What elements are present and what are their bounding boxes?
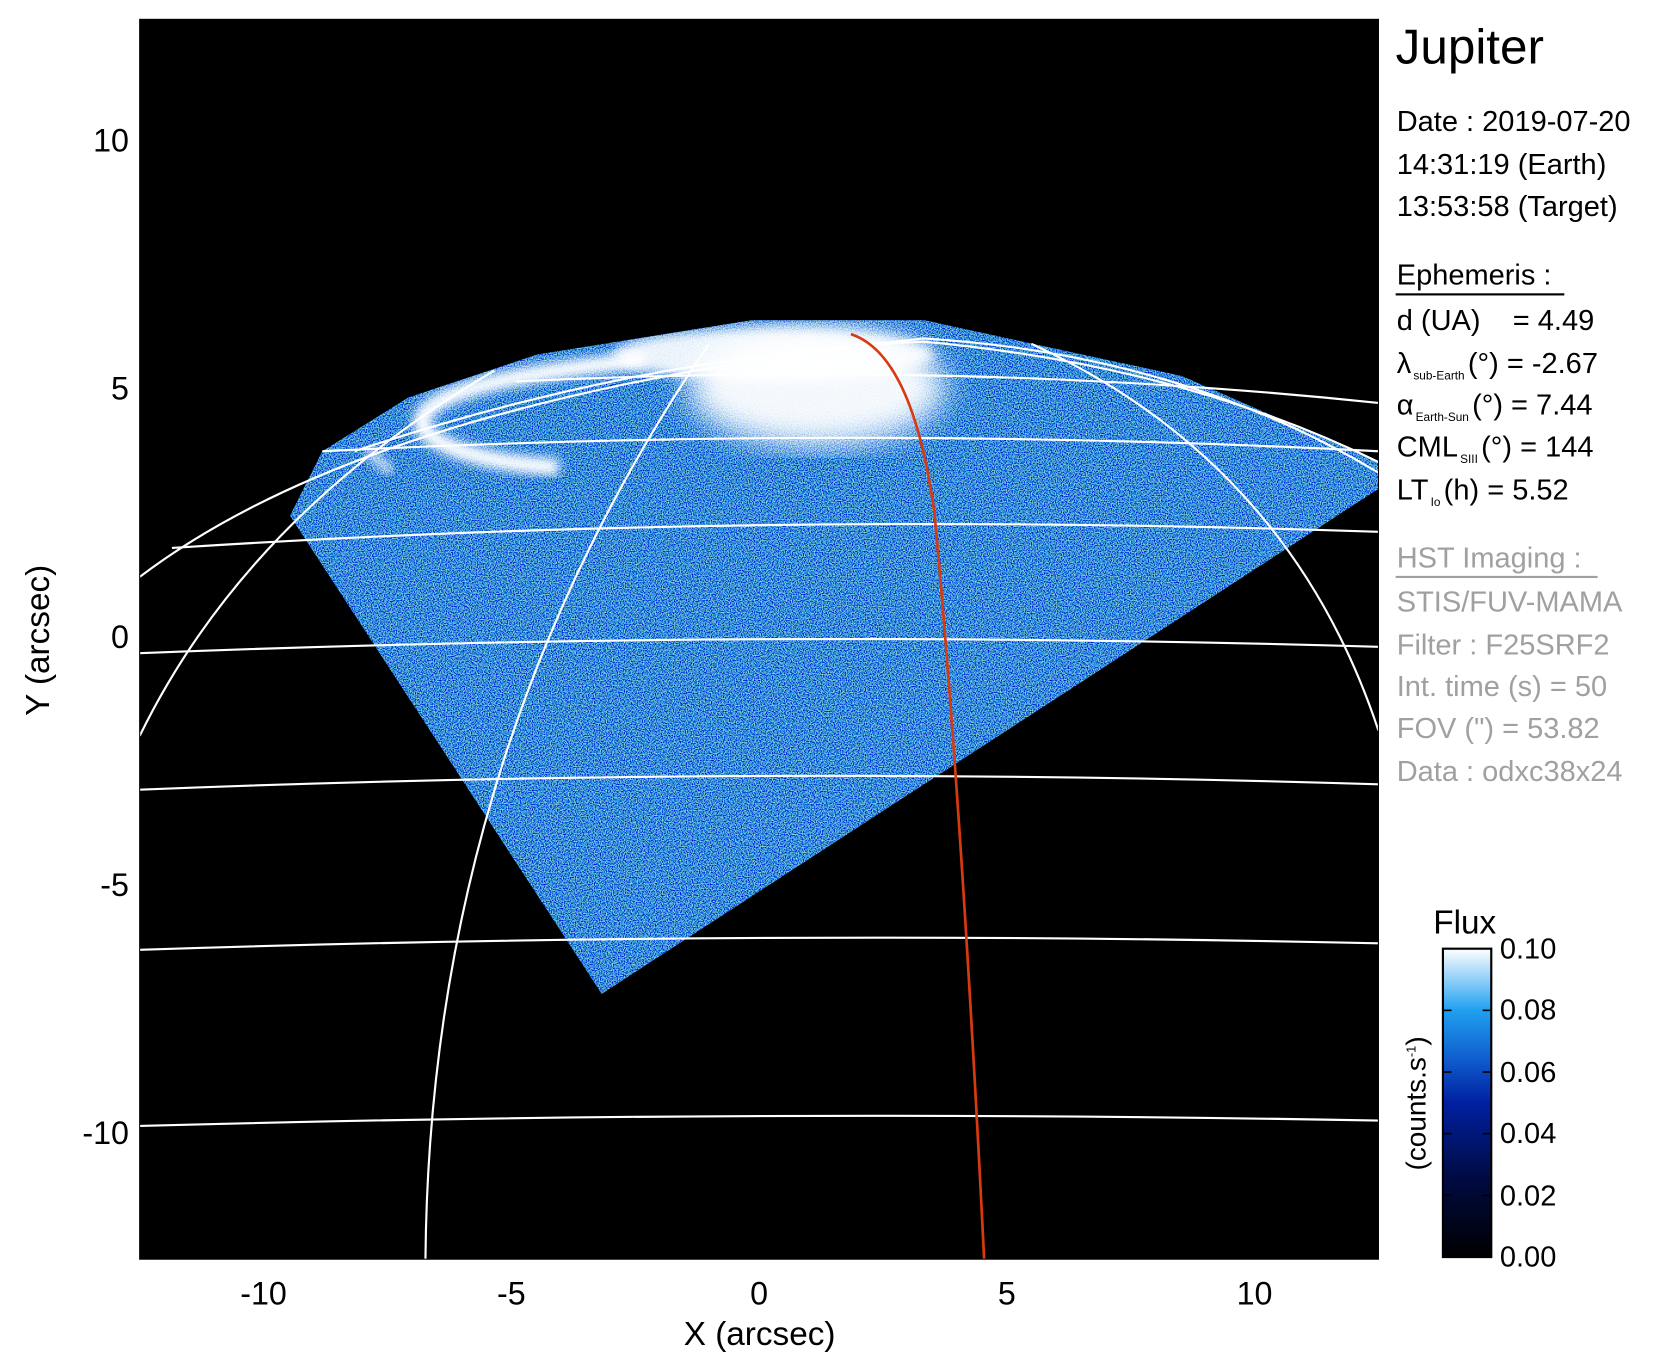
x-tick-label: 10 xyxy=(1236,1276,1273,1312)
colorbar-tick-label: 0.00 xyxy=(1499,1240,1557,1274)
ephemeris-underline xyxy=(1395,293,1565,295)
main-auroral-oval xyxy=(413,351,646,476)
dataset-text: Data : odxc38x24 xyxy=(1396,755,1623,788)
sub-earth-latitude-row: λ sub-Earth (°) = -2.67 xyxy=(1397,349,1598,382)
cml-row: CML SIII (°) = 144 xyxy=(1396,430,1594,467)
io-local-time-row: LT Io (h) = 5.52 xyxy=(1396,473,1569,510)
y-tick-label: -5 xyxy=(100,867,129,904)
imaging-underline xyxy=(1395,575,1598,578)
int-time-text: Int. time (s) = 50 xyxy=(1396,670,1608,703)
y-tick-label: 0 xyxy=(110,619,129,656)
y-tick-label: 10 xyxy=(93,123,129,160)
x-tick-label: -5 xyxy=(496,1276,526,1312)
colorbar-tick-label: 0.06 xyxy=(1499,1055,1557,1089)
lt-symbol: LT xyxy=(1396,473,1429,507)
fov-text: FOV (") = 53.82 xyxy=(1396,712,1600,745)
colorbar-label-end: ) xyxy=(1399,1036,1433,1046)
y-axis-label: Y (arcsec) xyxy=(18,564,57,716)
alpha-symbol: α xyxy=(1396,388,1414,422)
colorbar-label-text: (counts.s xyxy=(1399,1057,1433,1171)
instrument-text: STIS/FUV-MAMA xyxy=(1396,585,1623,618)
lt-value: (h) = 5.52 xyxy=(1443,473,1569,507)
date-text: Date : 2019-07-20 xyxy=(1396,105,1631,138)
cml-symbol: CML xyxy=(1396,430,1458,464)
y-tick-label: -10 xyxy=(82,1115,129,1152)
filter-text: Filter : F25SRF2 xyxy=(1396,628,1610,661)
x-axis-label: X (arcsec) xyxy=(683,1315,836,1353)
x-tick-label: -10 xyxy=(240,1276,287,1312)
x-tick-label: 0 xyxy=(750,1276,769,1312)
time-earth-text: 14:31:19 (Earth) xyxy=(1396,148,1607,181)
time-target-text: 13:53:58 (Target) xyxy=(1396,190,1618,223)
alpha-subscript: Earth-Sun xyxy=(1415,411,1469,425)
distance-value: = 4.49 xyxy=(1512,304,1595,337)
cml-subscript: SIII xyxy=(1460,453,1478,467)
cml-value: (°) = 144 xyxy=(1481,430,1594,464)
colorbar-tick-label: 0.08 xyxy=(1499,994,1557,1027)
limb xyxy=(139,337,1379,578)
distance-label: d (UA) xyxy=(1396,304,1481,337)
phase-angle-row: α Earth-Sun (°) = 7.44 xyxy=(1397,391,1593,424)
reference-meridian xyxy=(850,332,986,1260)
target-title: Jupiter xyxy=(1395,18,1544,75)
colorbar-label-sup: -1 xyxy=(1403,1045,1419,1058)
lt-subscript: Io xyxy=(1430,496,1441,510)
colorbar xyxy=(1441,947,1493,1259)
colorbar-tick-label: 0.02 xyxy=(1499,1179,1557,1212)
distance-row: d (UA) = 4.49 xyxy=(1397,306,1595,335)
lat-lon-grid xyxy=(139,337,1379,1260)
lambda-symbol: λ xyxy=(1396,347,1412,380)
alpha-value: (°) = 7.44 xyxy=(1472,388,1593,422)
colorbar-tick-label: 0.04 xyxy=(1499,1117,1557,1150)
ephemeris-title: Ephemeris : xyxy=(1396,258,1552,292)
x-tick-label: 5 xyxy=(997,1276,1016,1312)
colorbar-label: (counts.s-1) xyxy=(1399,1036,1433,1171)
lambda-subscript: sub-Earth xyxy=(1413,369,1465,383)
lambda-value: (°) = -2.67 xyxy=(1467,347,1598,380)
imaging-title: HST Imaging : xyxy=(1396,541,1582,574)
y-tick-label: 5 xyxy=(110,371,129,408)
colorbar-tick-label: 0.10 xyxy=(1499,932,1557,965)
colorbar-title: Flux xyxy=(1433,903,1497,942)
